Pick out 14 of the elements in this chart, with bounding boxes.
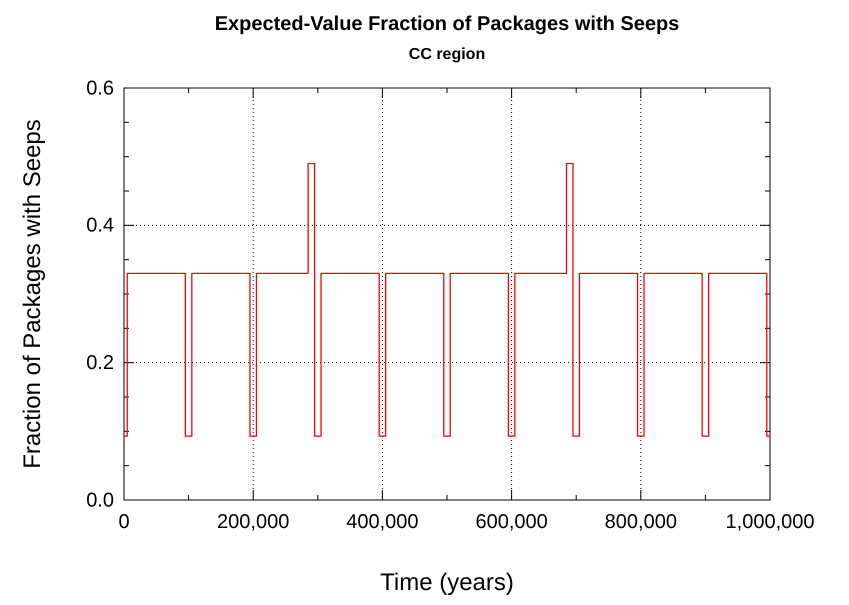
chart-subtitle: CC region [408, 46, 486, 63]
x-axis-title: Time (years) [380, 569, 514, 596]
y-axis-title: Fraction of Packages with Seeps [19, 119, 46, 469]
chart-title: Expected-Value Fraction of Packages with Seeps [214, 13, 680, 35]
x-tick-label: 600,000 [475, 511, 548, 534]
x-tick-label: 1,000,000 [726, 511, 814, 534]
x-tick-label: 200,000 [217, 511, 290, 534]
x-tick-label: 400,000 [346, 511, 419, 534]
y-tick-label: 0.4 [86, 214, 114, 237]
x-tick-label: 0 [118, 511, 130, 534]
y-tick-label: 0.6 [86, 77, 114, 100]
x-tick-label: 800,000 [604, 511, 677, 534]
y-tick-label: 0.2 [86, 352, 114, 374]
y-tick-label: 0.0 [86, 489, 114, 512]
